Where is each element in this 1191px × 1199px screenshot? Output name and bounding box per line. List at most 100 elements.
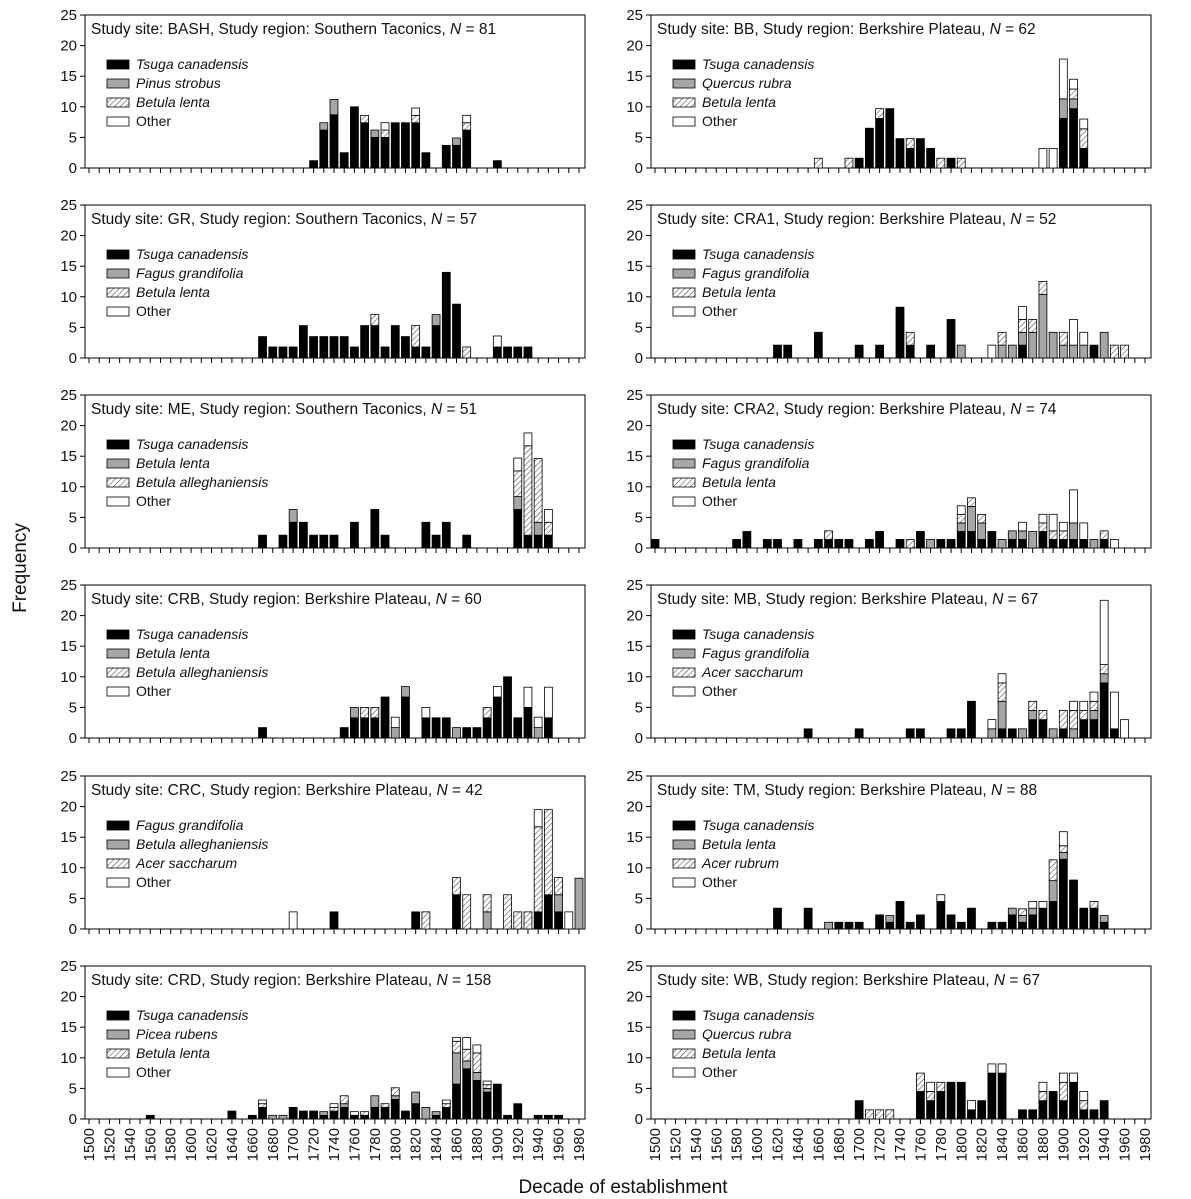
bar-1870-black	[462, 534, 472, 549]
panel-tm: 0 5 10 15 20 25 Study site: TM, Study region: …	[626, 768, 1152, 938]
bar-1770-black	[926, 1100, 936, 1120]
bar-1930-black	[1089, 907, 1099, 930]
x-tick-label: 1860	[1015, 1128, 1032, 1161]
legend-label: Betula lenta	[702, 284, 776, 300]
legend-label: Picea rubens	[136, 1026, 218, 1042]
bar-1860-black	[452, 303, 461, 359]
bar-1880-white	[1038, 1081, 1048, 1092]
bar-1750-black	[339, 1106, 349, 1120]
bar-1930-black	[1089, 1109, 1099, 1120]
y-tick-label: 10	[60, 860, 77, 877]
bar-1950-hatch	[543, 809, 553, 896]
panel-mb: 0 5 10 15 20 25 Study site: MB, Study region: …	[626, 577, 1152, 747]
y-tick-label: 10	[60, 669, 77, 686]
bar-1870-black	[1028, 1109, 1038, 1120]
bar-1720-hatch	[875, 108, 884, 119]
legend-swatch	[672, 686, 696, 697]
x-tick-label: 1640	[790, 1128, 807, 1161]
x-tick-label: 1740	[892, 1128, 909, 1161]
bar-1820-black	[977, 539, 987, 549]
bar-1830-grey	[987, 728, 997, 739]
bar-1920-black	[1079, 148, 1089, 169]
bar-1640-black	[227, 1110, 237, 1120]
legend-swatch	[672, 268, 696, 279]
bar-1610-black	[762, 539, 772, 549]
y-tick-label: 15	[626, 68, 643, 85]
bar-1820-black	[411, 1103, 421, 1120]
bar-1640-black	[793, 539, 803, 549]
bar-1890-grey	[1048, 880, 1058, 902]
y-tick-label: 5	[69, 890, 77, 907]
legend-swatch	[106, 1010, 130, 1021]
bar-1920-white	[513, 457, 523, 472]
x-tick-label: 1560	[708, 1128, 725, 1161]
bar-1910-black	[503, 1114, 512, 1120]
bar-1810-grey	[967, 505, 976, 532]
bar-1650-black	[803, 907, 813, 930]
bar-1900-black	[492, 346, 502, 359]
y-tick-label: 15	[626, 829, 643, 846]
x-tick-label: 1620	[204, 1128, 221, 1161]
bar-1860-white	[452, 1037, 461, 1042]
bar-1860-black	[1018, 344, 1027, 359]
bar-1860-grey	[452, 727, 461, 739]
bar-1870-hatch	[462, 894, 472, 930]
bar-1940-hatch	[1099, 664, 1109, 675]
bar-1920-black	[513, 1103, 523, 1120]
bar-1680-grey	[268, 1114, 278, 1120]
x-tick-label: 1640	[224, 1128, 241, 1161]
bar-1950-black	[543, 894, 553, 930]
panel-title: Study site: GR, Study region: Southern T…	[91, 211, 477, 228]
bar-1910-grey	[1069, 98, 1078, 110]
y-tick-label: 0	[69, 350, 77, 367]
y-tick-label: 20	[60, 608, 77, 625]
legend-swatch	[672, 439, 696, 450]
legend-label: Tsuga canadensis	[702, 817, 814, 833]
legend-swatch	[672, 458, 696, 469]
bar-1720-black	[309, 336, 318, 359]
bar-1920-grey	[513, 496, 523, 510]
legend-label: Betula lenta	[702, 1045, 776, 1061]
bar-1830-white	[421, 707, 431, 719]
bar-1740-black	[895, 306, 905, 359]
bar-1940-hatch	[533, 826, 543, 913]
bar-1910-white	[1069, 78, 1078, 90]
legend-swatch	[672, 1048, 696, 1059]
bar-1820-hatch	[411, 114, 421, 124]
legend-swatch	[106, 667, 130, 678]
bar-1780-grey	[370, 1095, 380, 1108]
x-tick-label: 1980	[1137, 1128, 1154, 1161]
bar-1940-black	[1099, 539, 1109, 549]
bar-1930-black	[523, 346, 533, 359]
bar-1800-black	[956, 531, 966, 549]
bar-1840-grey	[997, 539, 1007, 549]
bar-1880-white	[1038, 148, 1048, 169]
bar-1780-black	[370, 1106, 380, 1120]
bar-1740-black	[895, 138, 905, 169]
x-tick-label: 1820	[974, 1128, 991, 1161]
bar-1700-black	[854, 157, 864, 169]
legend-swatch	[672, 1067, 696, 1078]
bar-1660-black	[813, 331, 823, 359]
bar-1900-grey	[1058, 344, 1068, 359]
bar-1760-hatch	[916, 1072, 925, 1092]
bar-1930-grey	[1089, 539, 1099, 549]
bar-1790-black	[946, 319, 956, 359]
x-tick-label: 1520	[101, 1128, 118, 1161]
x-tick-label: 1800	[953, 1128, 970, 1161]
bar-1500-black	[650, 539, 660, 549]
legend-swatch	[672, 667, 696, 678]
bar-1710-black	[298, 325, 308, 359]
x-tick-label: 1920	[1076, 1128, 1093, 1161]
legend-swatch	[106, 629, 130, 640]
bar-1670-black	[824, 539, 833, 549]
bar-1800-white	[390, 716, 400, 728]
x-tick-label: 1900	[489, 1128, 506, 1161]
bar-1560-black	[145, 1114, 155, 1120]
y-tick-label: 10	[626, 99, 643, 116]
bar-1880-hatch	[1038, 1091, 1048, 1102]
bar-1920-black	[1079, 539, 1089, 549]
legend-label: Quercus rubra	[702, 1026, 792, 1042]
bar-1810-black	[967, 700, 976, 739]
bar-1720-black	[309, 534, 318, 549]
